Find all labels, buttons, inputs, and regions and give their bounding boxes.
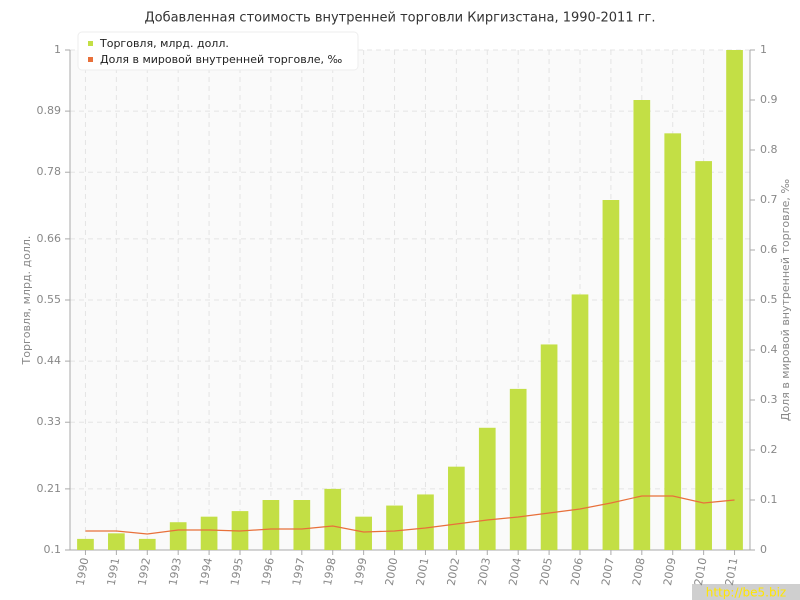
bar <box>200 516 218 550</box>
y-tick-label: 0.78 <box>37 165 62 178</box>
y-tick-label: 0.33 <box>37 415 62 428</box>
bar <box>293 500 311 550</box>
x-tick-label: 2001 <box>414 557 432 587</box>
x-tick-label: 1990 <box>74 557 92 587</box>
bar <box>664 133 682 551</box>
x-tick-label: 1997 <box>290 557 308 587</box>
bar <box>355 516 372 550</box>
x-tick-label: 1999 <box>352 557 370 587</box>
x-tick-label: 2008 <box>630 557 648 587</box>
y-axis-label: Торговля, млрд. долл. <box>20 236 33 366</box>
bar <box>633 100 651 550</box>
legend: Торговля, млрд. долл. Доля в мировой внут… <box>77 31 359 71</box>
y2-tick-label: 0.6 <box>760 243 778 256</box>
bar <box>478 427 496 550</box>
legend-swatch <box>88 57 93 62</box>
x-tick-label: 2005 <box>537 557 555 587</box>
y-tick-label: 0.66 <box>37 232 62 245</box>
y2-tick-label: 0.1 <box>760 493 778 506</box>
x-tick-label: 2000 <box>383 557 401 587</box>
bar <box>386 505 403 550</box>
watermark: http://be5.biz <box>706 586 786 600</box>
y-tick-label: 0.89 <box>37 104 62 117</box>
y-tick-label: 0.21 <box>37 482 62 495</box>
bar <box>77 538 94 550</box>
y2-tick-label: 0.2 <box>760 443 778 456</box>
x-tick-label: 2003 <box>476 557 494 587</box>
x-tick-label: 2006 <box>568 557 586 587</box>
x-tick-label: 2002 <box>445 557 463 587</box>
legend-label: Торговля, млрд. долл. <box>99 37 229 50</box>
x-tick-label: 1995 <box>228 557 246 587</box>
y-tick-label: 0.55 <box>37 293 62 306</box>
chart-title: Добавленная стоимость внутренней торговл… <box>144 11 655 26</box>
x-tick-label: 1996 <box>259 557 277 587</box>
bar <box>571 294 589 550</box>
y-tick-label: 0.44 <box>37 354 62 367</box>
y2-tick-label: 0.4 <box>760 343 778 356</box>
bar <box>262 500 280 550</box>
bar <box>417 494 434 550</box>
line <box>85 495 735 535</box>
bar <box>169 522 187 550</box>
y2-tick-label: 0.9 <box>760 93 778 106</box>
legend-box <box>77 31 359 71</box>
y-tick-label: 1 <box>54 43 61 56</box>
x-tick-label: 1991 <box>105 557 123 587</box>
bar <box>602 200 620 550</box>
bar <box>540 344 558 550</box>
bar <box>138 538 156 550</box>
y2-tick-label: 1 <box>760 43 767 56</box>
bar <box>695 161 712 550</box>
x-tick-label: 1998 <box>321 557 339 587</box>
y2-tick-label: 0.8 <box>760 143 778 156</box>
x-tick-label: 2009 <box>661 557 679 587</box>
y2-tick-label: 0 <box>760 543 767 556</box>
y2-tick-label: 0.7 <box>760 193 778 206</box>
bar <box>108 533 125 550</box>
bar <box>448 466 465 550</box>
x-tick-label: 1992 <box>136 557 154 587</box>
x-tick-label: 1994 <box>197 557 215 587</box>
legend-label: Доля в мировой внутренней торговле, ‰ <box>100 53 343 66</box>
watermark-bg <box>692 584 800 600</box>
x-tick-label: 2004 <box>506 557 524 587</box>
x-tick-label: 2011 <box>723 557 741 587</box>
y2-tick-label: 0.5 <box>760 293 778 306</box>
bar <box>324 488 342 550</box>
legend-swatch <box>88 41 93 46</box>
bar <box>509 388 527 550</box>
y2-tick-label: 0.3 <box>760 393 778 406</box>
bar <box>726 50 743 550</box>
x-tick-label: 2010 <box>692 557 710 587</box>
x-tick-label: 2007 <box>599 557 617 587</box>
y-tick-label: 0.1 <box>44 543 62 556</box>
y2-axis-label: Доля в мировой внутренней торговле, ‰ <box>779 179 792 422</box>
x-tick-label: 1993 <box>166 557 184 587</box>
